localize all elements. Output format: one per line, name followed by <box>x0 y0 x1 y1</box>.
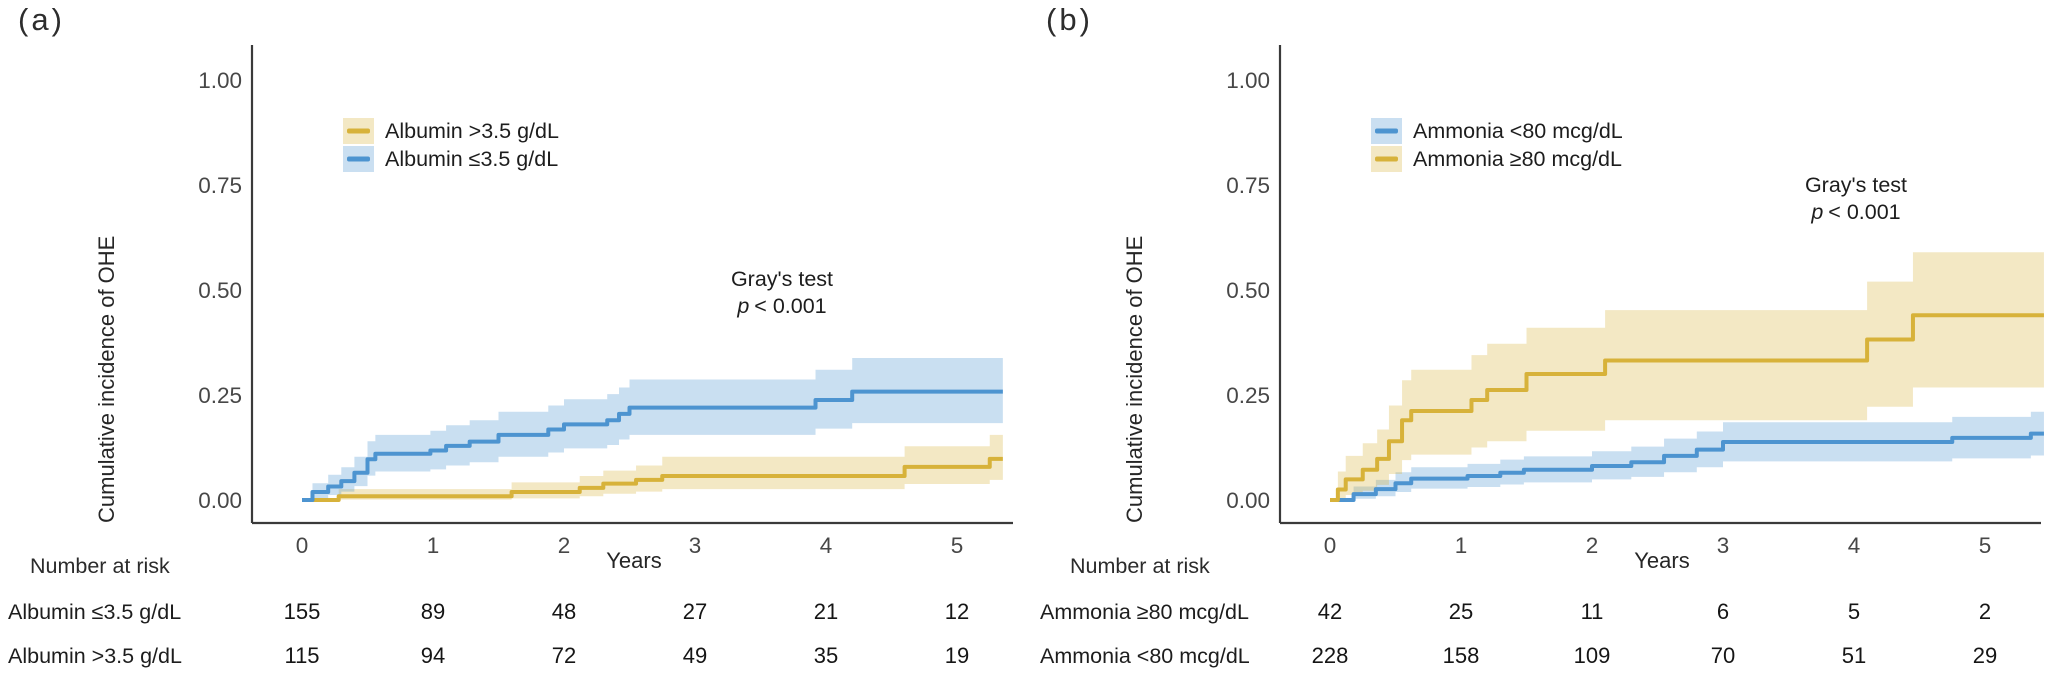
risk-count: 6 <box>1716 599 1730 624</box>
confidence-band <box>302 358 1003 500</box>
legend: Ammonia <80 mcg/dL Ammonia ≥80 mcg/dL <box>1371 117 1623 173</box>
y-tick-label: 0.00 <box>198 488 242 513</box>
risk-count: 27 <box>682 599 708 624</box>
x-axis-title: Years <box>606 548 662 573</box>
step-curve <box>302 456 1003 502</box>
risk-row-values: 228 158 109 70 51 29 <box>1028 643 2056 669</box>
grays-test-annotation: Gray's test p < 0.001 <box>731 266 833 320</box>
y-tick-label: 0.00 <box>1226 488 1270 513</box>
risk-count: 49 <box>682 643 708 668</box>
confidence-band <box>1330 252 2044 500</box>
legend-item: Ammonia <80 mcg/dL <box>1371 117 1623 145</box>
plot-b: 0.00 0.25 0.50 0.75 1.00 0 1 2 3 4 5 <box>1226 45 2044 558</box>
risk-row-label: Albumin ≤3.5 g/dL <box>8 600 182 624</box>
x-tick-label: 4 <box>1848 533 1861 558</box>
risk-count: 21 <box>813 599 839 624</box>
risk-count: 5 <box>1847 599 1861 624</box>
risk-row-values: 115 94 72 49 35 19 <box>0 643 1028 669</box>
x-tick-label: 1 <box>427 533 440 558</box>
x-axis-title: Years <box>1634 548 1690 573</box>
risk-count: 155 <box>283 599 321 624</box>
risk-count: 89 <box>420 599 446 624</box>
risk-row-label: Ammonia <80 mcg/dL <box>1040 644 1250 668</box>
legend: Albumin >3.5 g/dL Albumin ≤3.5 g/dL <box>343 117 559 173</box>
number-at-risk-title: Number at risk <box>1070 554 1210 578</box>
risk-count: 25 <box>1448 599 1474 624</box>
risk-count: 115 <box>284 643 320 668</box>
x-tick-label: 3 <box>1717 533 1730 558</box>
step-curve <box>302 389 1003 502</box>
legend-item: Albumin >3.5 g/dL <box>343 117 559 145</box>
risk-count: 2 <box>1978 599 1992 624</box>
y-axis-title: Cumulative incidence of OHE <box>1122 235 1147 523</box>
y-tick-label: 1.00 <box>1226 68 1270 93</box>
risk-row-label: Albumin >3.5 g/dL <box>8 644 182 668</box>
legend-line-icon <box>347 156 370 162</box>
risk-count: 19 <box>944 643 970 668</box>
risk-count: 70 <box>1710 643 1736 668</box>
legend-swatch-yellow <box>343 118 374 144</box>
legend-line-icon <box>1375 128 1398 134</box>
y-tick-label: 1.00 <box>198 68 242 93</box>
grays-test-title: Gray's test <box>730 267 834 291</box>
panel-b-label: (b) <box>1046 2 1093 37</box>
x-tick-label: 1 <box>1455 533 1468 558</box>
plot-a: 0.00 0.25 0.50 0.75 1.00 0 1 2 3 4 5 <box>198 45 1013 558</box>
x-tick-label: 4 <box>820 533 833 558</box>
legend-item: Ammonia ≥80 mcg/dL <box>1371 145 1623 173</box>
y-tick-label: 0.50 <box>1226 278 1270 303</box>
y-tick-label: 0.25 <box>1226 383 1270 408</box>
legend-item: Albumin ≤3.5 g/dL <box>343 145 559 173</box>
risk-count: 35 <box>813 643 839 668</box>
x-tick-label: 2 <box>558 533 571 558</box>
y-tick-label: 0.50 <box>198 278 242 303</box>
legend-line-icon <box>1375 156 1398 162</box>
confidence-band <box>302 434 1003 500</box>
risk-count: 51 <box>1841 643 1867 668</box>
x-tick-label: 0 <box>1324 533 1337 558</box>
risk-count: 228 <box>1311 643 1349 668</box>
risk-count: 12 <box>944 599 970 624</box>
x-tick-label: 5 <box>1979 533 1992 558</box>
p-value: p < 0.001 <box>737 294 827 318</box>
grays-test-title: Gray's test <box>1804 173 1908 197</box>
step-curve <box>1330 431 2044 502</box>
risk-count: 48 <box>551 599 577 624</box>
panel-a-label: (a) <box>18 2 65 37</box>
legend-swatch-yellow <box>1371 146 1402 172</box>
panel-a: 0.00 0.25 0.50 0.75 1.00 0 1 2 3 4 5 (a) Cumulativ… <box>0 2 1028 669</box>
risk-row-values: 42 25 11 6 5 2 <box>1028 599 2056 625</box>
risk-count: 94 <box>420 643 446 668</box>
number-at-risk-title: Number at risk <box>30 554 170 578</box>
legend-swatch-blue <box>1371 118 1402 144</box>
risk-count: 11 <box>1580 599 1604 624</box>
x-tick-label: 0 <box>296 533 309 558</box>
risk-count: 42 <box>1317 599 1343 624</box>
legend-line-icon <box>347 128 370 134</box>
risk-count: 72 <box>551 643 577 668</box>
p-value: p < 0.001 <box>1811 200 1901 224</box>
legend-label: Albumin >3.5 g/dL <box>385 118 559 143</box>
risk-count: 109 <box>1573 643 1611 668</box>
grays-test-annotation: Gray's test p < 0.001 <box>1805 172 1907 226</box>
x-tick-label: 5 <box>951 533 964 558</box>
risk-row-label: Ammonia ≥80 mcg/dL <box>1040 600 1249 624</box>
step-curve <box>1330 313 2044 502</box>
legend-label: Ammonia ≥80 mcg/dL <box>1413 146 1622 171</box>
panel-b: 0.00 0.25 0.50 0.75 1.00 0 1 2 3 4 5 (b) Cumulativ… <box>1028 0 2056 674</box>
y-axis-title: Cumulative incidence of OHE <box>94 235 119 523</box>
legend-label: Albumin ≤3.5 g/dL <box>385 146 559 171</box>
legend-swatch-blue <box>343 146 374 172</box>
legend-label: Ammonia <80 mcg/dL <box>1413 118 1623 143</box>
risk-count: 158 <box>1442 643 1480 668</box>
x-tick-label: 2 <box>1586 533 1599 558</box>
y-tick-label: 0.75 <box>1226 173 1270 198</box>
risk-count: 29 <box>1972 643 1998 668</box>
x-tick-label: 3 <box>689 533 702 558</box>
risk-row-values: 155 89 48 27 21 12 <box>0 599 1028 625</box>
y-tick-label: 0.25 <box>198 383 242 408</box>
y-tick-label: 0.75 <box>198 173 242 198</box>
